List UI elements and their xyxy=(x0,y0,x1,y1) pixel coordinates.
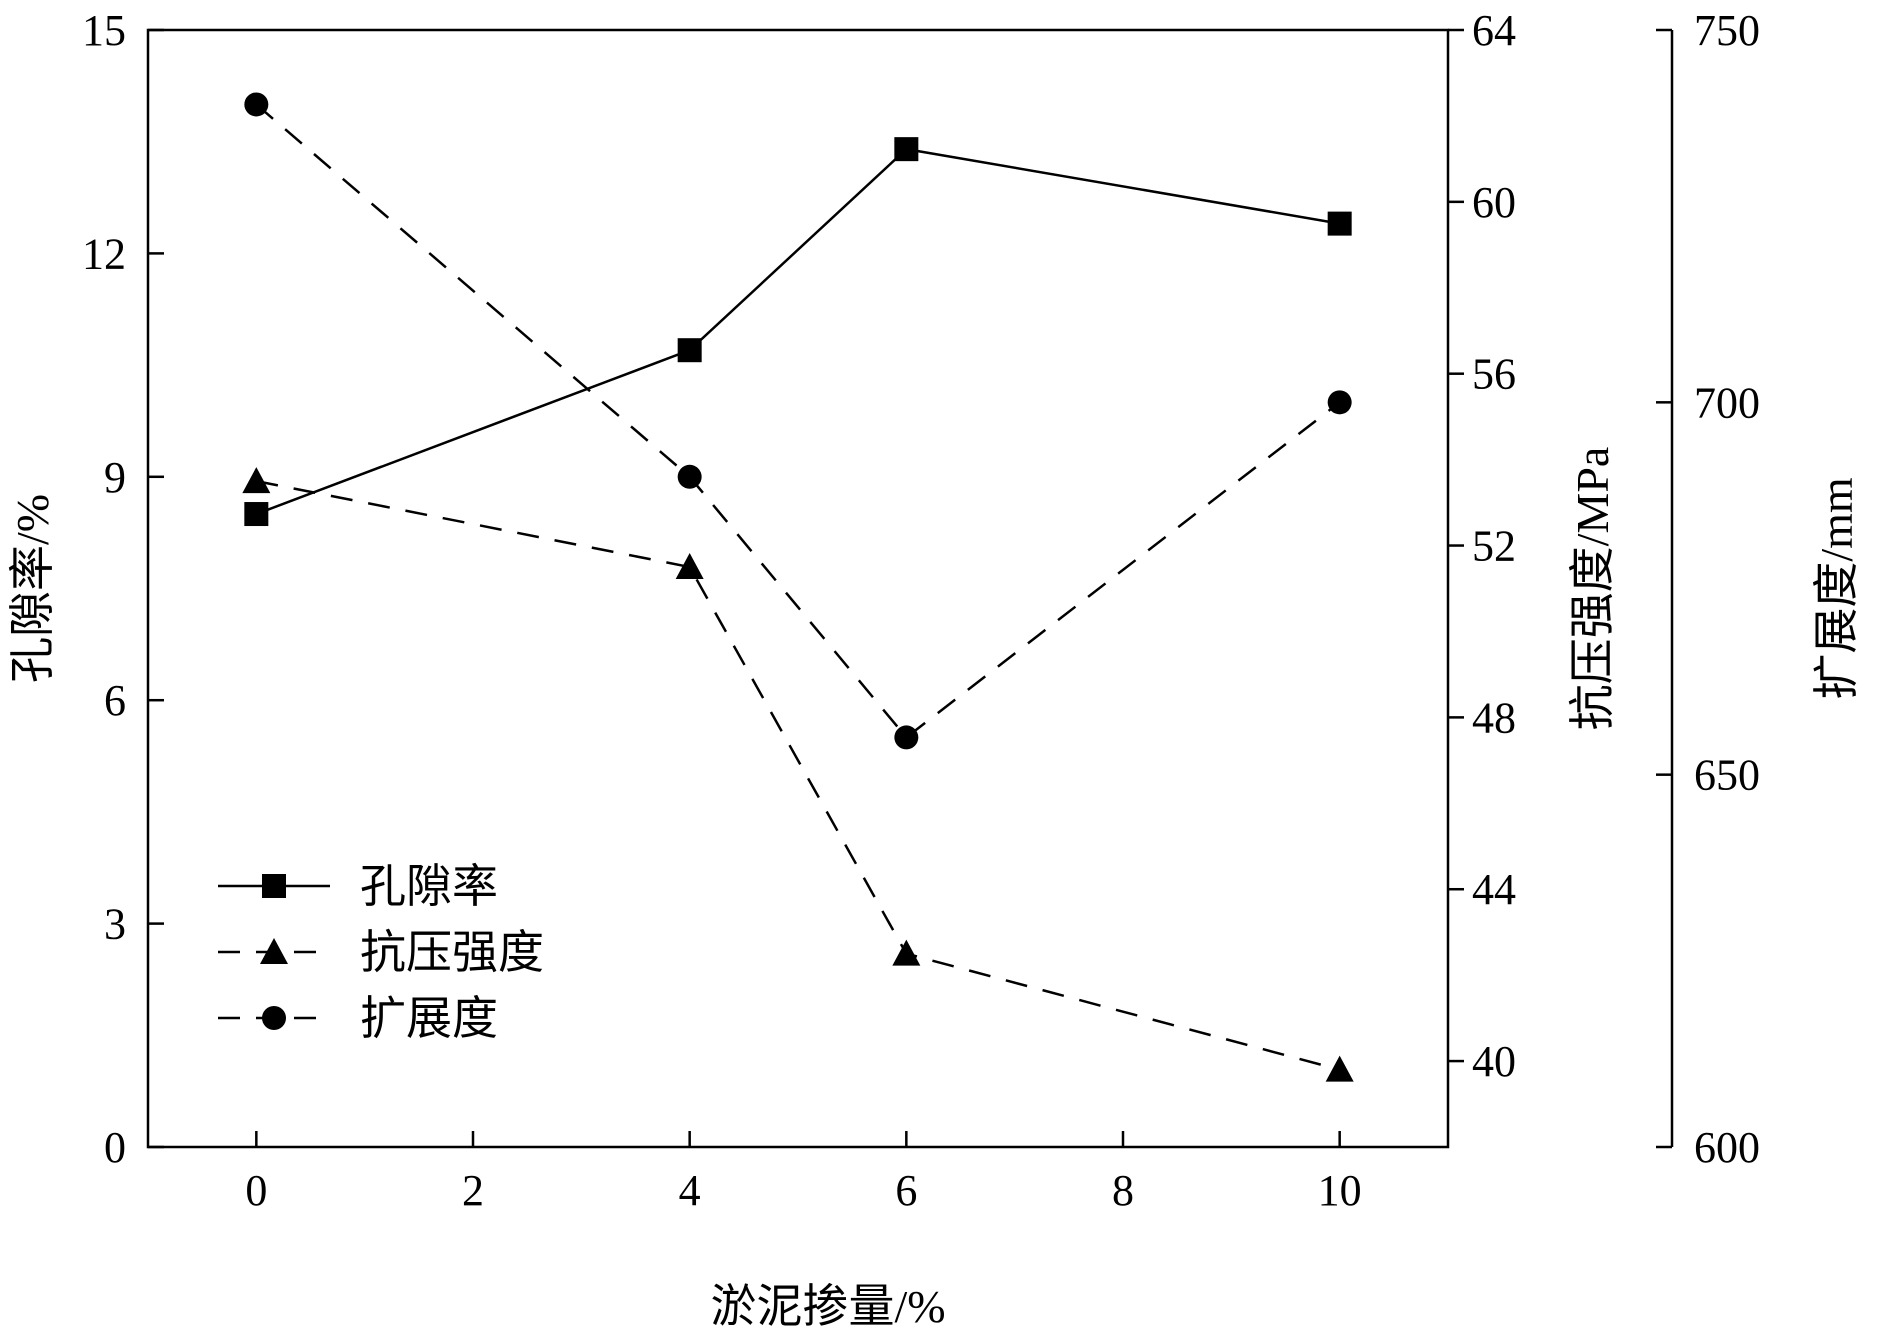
axes-layer: 0 2 4 6 8 10 淤泥掺量/% 0 3 6 9 12 15 孔隙率/% 40 44 48 52 56 60 64… xyxy=(7,6,1862,1332)
right1-axis-tick-label: 40 xyxy=(1472,1037,1516,1086)
right1-axis-tick-label: 60 xyxy=(1472,178,1516,227)
legend-marker xyxy=(262,874,286,898)
data-point xyxy=(892,939,921,966)
right2-axis-tick-label: 700 xyxy=(1694,378,1760,427)
series-line xyxy=(255,103,1341,740)
data-point xyxy=(894,137,919,162)
series-layer xyxy=(242,92,1354,1082)
left-axis-tick-label: 3 xyxy=(104,900,126,949)
left-axis-title: 孔隙率/% xyxy=(7,494,58,683)
data-point xyxy=(1325,1055,1354,1082)
x-tick-label: 10 xyxy=(1318,1166,1362,1215)
x-tick-label: 2 xyxy=(462,1166,484,1215)
data-point xyxy=(1327,390,1352,415)
data-point xyxy=(1327,211,1352,236)
series-line xyxy=(255,147,1340,516)
data-point xyxy=(242,467,271,494)
right1-axis-tick-label: 64 xyxy=(1472,6,1516,55)
plot-frame xyxy=(146,28,1450,1149)
right1-axis-tick-label: 56 xyxy=(1472,350,1516,399)
x-tick-label: 0 xyxy=(245,1166,267,1215)
series-line xyxy=(256,479,1340,1071)
right2-axis-tick-label: 750 xyxy=(1694,6,1760,55)
right1-axis-tick-label: 52 xyxy=(1472,522,1516,571)
data-point xyxy=(675,553,704,580)
legend-marker xyxy=(262,1006,286,1030)
left-axis-tick-label: 6 xyxy=(104,676,126,725)
legend-label: 扩展度 xyxy=(360,993,498,1044)
right1-axis-title: 抗压强度/MPa xyxy=(1567,447,1618,731)
right2-axis-title: 扩展度/mm xyxy=(1811,477,1862,700)
data-point xyxy=(677,338,702,363)
data-point xyxy=(244,502,269,527)
x-tick-label: 8 xyxy=(1112,1166,1134,1215)
left-axis-tick-label: 0 xyxy=(104,1123,126,1172)
left-axis-tick-label: 12 xyxy=(82,229,126,278)
data-point xyxy=(677,464,702,489)
legend-label: 孔隙率 xyxy=(360,861,498,912)
left-axis-tick-label: 15 xyxy=(82,6,126,55)
right1-axis-tick-label: 44 xyxy=(1472,865,1516,914)
legend-marker xyxy=(260,938,288,964)
right2-axis-tick-label: 600 xyxy=(1694,1123,1760,1172)
data-point xyxy=(244,92,269,117)
x-tick-label: 6 xyxy=(895,1166,917,1215)
left-axis-tick-label: 9 xyxy=(104,453,126,502)
x-tick-label: 4 xyxy=(679,1166,701,1215)
legend-label: 抗压强度 xyxy=(360,927,544,978)
data-point xyxy=(894,725,919,750)
x-axis-title: 淤泥掺量/% xyxy=(710,1281,945,1332)
right1-axis-tick-label: 48 xyxy=(1472,693,1516,742)
right2-axis-tick-label: 650 xyxy=(1694,751,1760,800)
